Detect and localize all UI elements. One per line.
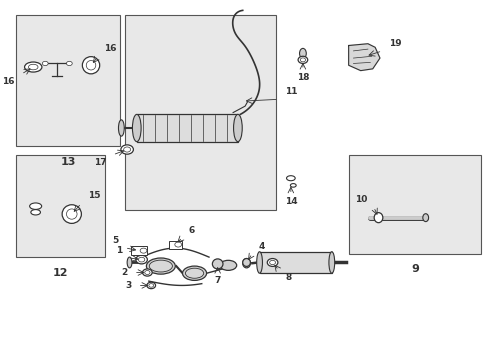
Text: 16: 16 [104,44,117,53]
Ellipse shape [212,259,223,269]
Circle shape [140,248,146,253]
Ellipse shape [242,258,250,268]
Ellipse shape [286,176,295,181]
Ellipse shape [185,268,203,278]
Bar [137,114,237,141]
Text: 6: 6 [188,225,195,234]
Text: 3: 3 [125,281,131,290]
Ellipse shape [182,266,206,280]
Bar [168,241,182,249]
Text: 11: 11 [285,87,297,96]
Ellipse shape [242,258,250,266]
Text: 2: 2 [121,268,127,277]
Circle shape [148,284,153,287]
Ellipse shape [28,64,38,70]
Ellipse shape [24,62,42,72]
Circle shape [66,61,72,66]
Circle shape [174,242,181,247]
Bar [124,15,276,211]
Text: 15: 15 [87,192,100,201]
Ellipse shape [373,213,382,223]
Circle shape [121,145,133,154]
Text: 14: 14 [284,197,297,206]
Text: 16: 16 [2,77,15,86]
Circle shape [146,282,155,289]
Circle shape [298,56,307,63]
Ellipse shape [132,114,141,141]
Polygon shape [348,44,379,71]
Circle shape [142,269,152,276]
Bar [259,252,331,273]
Ellipse shape [82,57,100,74]
Text: 19: 19 [388,39,401,48]
Ellipse shape [290,184,296,187]
Text: 9: 9 [410,264,418,274]
Ellipse shape [299,48,305,58]
Circle shape [144,271,150,274]
Bar [17,15,120,146]
Circle shape [123,147,130,152]
Ellipse shape [62,205,81,224]
Ellipse shape [127,257,132,268]
Text: 17: 17 [94,158,106,167]
Bar [131,246,146,255]
Circle shape [267,258,277,266]
Circle shape [42,61,48,66]
Ellipse shape [422,214,427,222]
Bar [17,155,105,257]
Ellipse shape [31,210,41,215]
Text: 12: 12 [53,268,68,278]
Text: 13: 13 [61,157,76,167]
Ellipse shape [233,114,242,141]
Ellipse shape [146,258,175,274]
Ellipse shape [328,252,334,273]
Circle shape [269,260,275,265]
Ellipse shape [149,260,172,272]
Ellipse shape [30,203,41,210]
Text: 1: 1 [115,246,122,255]
Circle shape [138,257,144,262]
Ellipse shape [66,209,77,219]
Text: 10: 10 [354,195,366,204]
Ellipse shape [220,260,236,270]
Text: 7: 7 [214,276,221,285]
Ellipse shape [256,252,262,273]
Text: 8: 8 [285,273,291,282]
Circle shape [300,58,305,62]
Text: 18: 18 [296,73,308,82]
Text: 4: 4 [258,242,264,251]
Text: 5: 5 [112,236,118,245]
Ellipse shape [86,60,96,70]
Bar [348,155,480,253]
Circle shape [136,255,147,264]
Ellipse shape [118,120,124,136]
